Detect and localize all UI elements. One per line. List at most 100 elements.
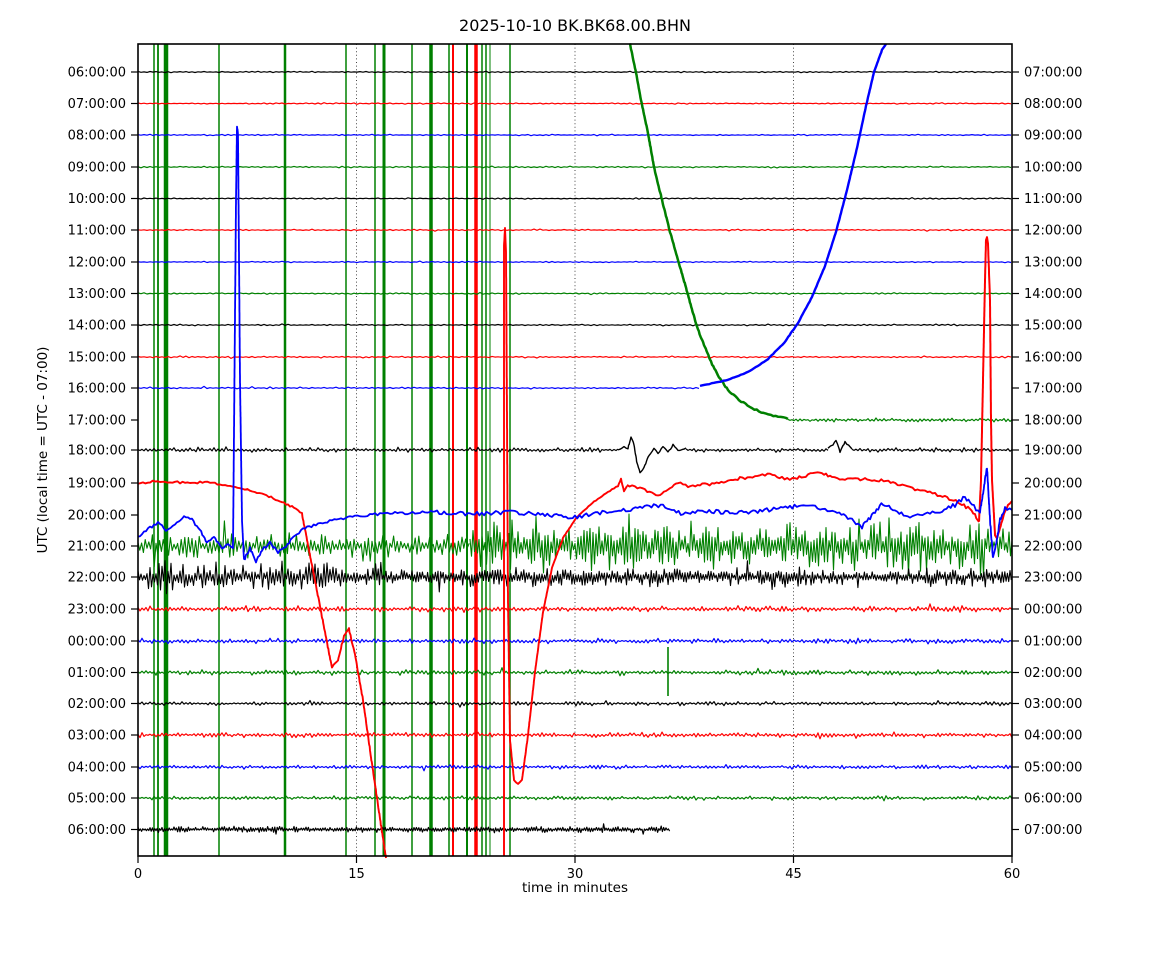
local-tick-label-3: 10:00:00: [1024, 161, 1082, 176]
local-tick-label-14: 21:00:00: [1024, 509, 1082, 524]
x-tick-label-4: 60: [1004, 867, 1021, 882]
utc-tick-label-18: 00:00:00: [68, 635, 126, 650]
x-tick-label-3: 45: [785, 867, 802, 882]
red-19h-drift-and-plunge: [137, 479, 387, 859]
utc-tick-label-17: 23:00:00: [68, 603, 126, 618]
utc-tick-label-1: 07:00:00: [68, 97, 126, 112]
blue-20h-left-trace-with-spike: [137, 125, 431, 564]
local-tick-label-23: 06:00:00: [1024, 792, 1082, 807]
local-tick-label-12: 19:00:00: [1024, 444, 1082, 459]
local-tick-label-4: 11:00:00: [1024, 192, 1082, 207]
utc-tick-label-2: 08:00:00: [68, 129, 126, 144]
local-tick-label-11: 18:00:00: [1024, 414, 1082, 429]
local-tick-label-1: 08:00:00: [1024, 97, 1082, 112]
trace-row-19-010000: [137, 667, 1013, 677]
trace-row-3-090000: [137, 165, 1012, 169]
blue-16h-offscale-rise: [699, 43, 888, 388]
utc-tick-label-13: 19:00:00: [68, 477, 126, 492]
trace-row-16-220000: [137, 560, 361, 595]
utc-tick-label-7: 13:00:00: [68, 287, 126, 302]
local-tick-label-2: 09:00:00: [1024, 129, 1082, 144]
utc-tick-label-11: 17:00:00: [68, 414, 126, 429]
local-tick-label-6: 13:00:00: [1024, 256, 1082, 271]
plot-area: 06:00:00 07:00:00 07:00:00 08:00:00 08:00:00…: [68, 43, 1083, 883]
trace-row-12-180000: [851, 447, 1013, 453]
green-17h-offscale-descent: [628, 43, 789, 421]
trace-row-1-070000: [137, 102, 1012, 105]
chart-title: 2025-10-10 BK.BK68.00.BHN: [459, 16, 691, 35]
utc-tick-label-22: 04:00:00: [68, 761, 126, 776]
trace-row-15-210000: [469, 513, 641, 574]
blue-20h-right-trace: [429, 467, 1013, 558]
trace-row-15-210000: [137, 520, 470, 568]
local-tick-label-19: 02:00:00: [1024, 666, 1082, 681]
trace-row-20-020000: [137, 699, 1013, 708]
trace-row-23-050000: [137, 795, 1013, 802]
utc-tick-label-4: 10:00:00: [68, 192, 126, 207]
trace-row-12-180000: [137, 446, 619, 453]
trace-row-2-080000: [137, 133, 1012, 137]
trace-row-4-100000: [137, 197, 1012, 200]
red-19h-right-trace: [626, 471, 980, 523]
local-tick-label-13: 20:00:00: [1024, 477, 1082, 492]
utc-tick-label-0: 06:00:00: [68, 66, 126, 81]
local-tick-label-24: 07:00:00: [1024, 823, 1082, 838]
event-features: [137, 43, 1013, 859]
utc-tick-label-20: 02:00:00: [68, 697, 126, 712]
trace-row-8-140000: [137, 323, 1012, 327]
utc-tick-label-8: 14:00:00: [68, 319, 126, 334]
x-axis-label: time in minutes: [522, 880, 628, 896]
x-tick-label-0: 0: [134, 867, 142, 882]
utc-tick-label-10: 16:00:00: [68, 382, 126, 397]
x-tick-label-1: 15: [348, 867, 365, 882]
local-tick-label-5: 12:00:00: [1024, 224, 1082, 239]
local-tick-label-15: 22:00:00: [1024, 540, 1082, 555]
trace-row-16-220000: [359, 560, 1012, 593]
local-tick-label-22: 05:00:00: [1024, 761, 1082, 776]
x-tick-label-2: 30: [567, 867, 584, 882]
trace-row-17-230000: [137, 603, 1013, 614]
red-19h-event-spike-25min: [503, 227, 628, 857]
utc-tick-label-14: 20:00:00: [68, 509, 126, 524]
plot-frame: [137, 43, 1013, 857]
local-tick-label-0: 07:00:00: [1024, 66, 1082, 81]
trace-row-18-000000: [137, 637, 1013, 645]
local-tick-label-17: 00:00:00: [1024, 603, 1082, 618]
trace-row-12-180000: [685, 447, 829, 453]
utc-tick-label-23: 05:00:00: [68, 792, 126, 807]
utc-tick-label-15: 21:00:00: [68, 540, 126, 555]
red-19h-spike-58min: [978, 236, 1013, 540]
utc-tick-label-3: 09:00:00: [68, 161, 126, 176]
black-18h-event-33min: [617, 436, 687, 474]
local-tick-label-20: 03:00:00: [1024, 697, 1082, 712]
trace-row-15-210000: [639, 517, 1013, 577]
trace-row-22-040000: [137, 763, 1013, 772]
local-tick-label-18: 01:00:00: [1024, 635, 1082, 650]
trace-row-5-110000: [137, 228, 1012, 232]
trace-row-24-060000: [137, 823, 671, 835]
utc-tick-label-24: 06:00:00: [68, 823, 126, 838]
utc-tick-label-16: 22:00:00: [68, 571, 126, 586]
utc-tick-label-19: 01:00:00: [68, 666, 126, 681]
utc-tick-label-5: 11:00:00: [68, 224, 126, 239]
local-tick-label-21: 04:00:00: [1024, 729, 1082, 744]
utc-tick-label-9: 15:00:00: [68, 351, 126, 366]
black-18h-bump-48min: [827, 439, 853, 454]
hour-traces: [137, 70, 1013, 835]
trace-row-7-130000: [137, 291, 1012, 296]
trace-row-0-060000: [137, 70, 1012, 74]
local-tick-label-8: 15:00:00: [1024, 319, 1082, 334]
trace-row-9-150000: [137, 355, 1012, 359]
axis-ticks-and-labels: 06:00:00 07:00:00 07:00:00 08:00:00 08:00:00…: [68, 66, 1083, 883]
trace-row-11-170000: [787, 417, 1013, 423]
utc-tick-label-6: 12:00:00: [68, 256, 126, 271]
trace-row-6-120000: [137, 260, 1012, 264]
utc-tick-label-21: 03:00:00: [68, 729, 126, 744]
trace-row-21-030000: [137, 731, 1013, 740]
local-tick-label-10: 17:00:00: [1024, 382, 1082, 397]
local-tick-label-7: 14:00:00: [1024, 287, 1082, 302]
trace-row-10-160000: [137, 385, 700, 390]
utc-tick-label-12: 18:00:00: [68, 444, 126, 459]
